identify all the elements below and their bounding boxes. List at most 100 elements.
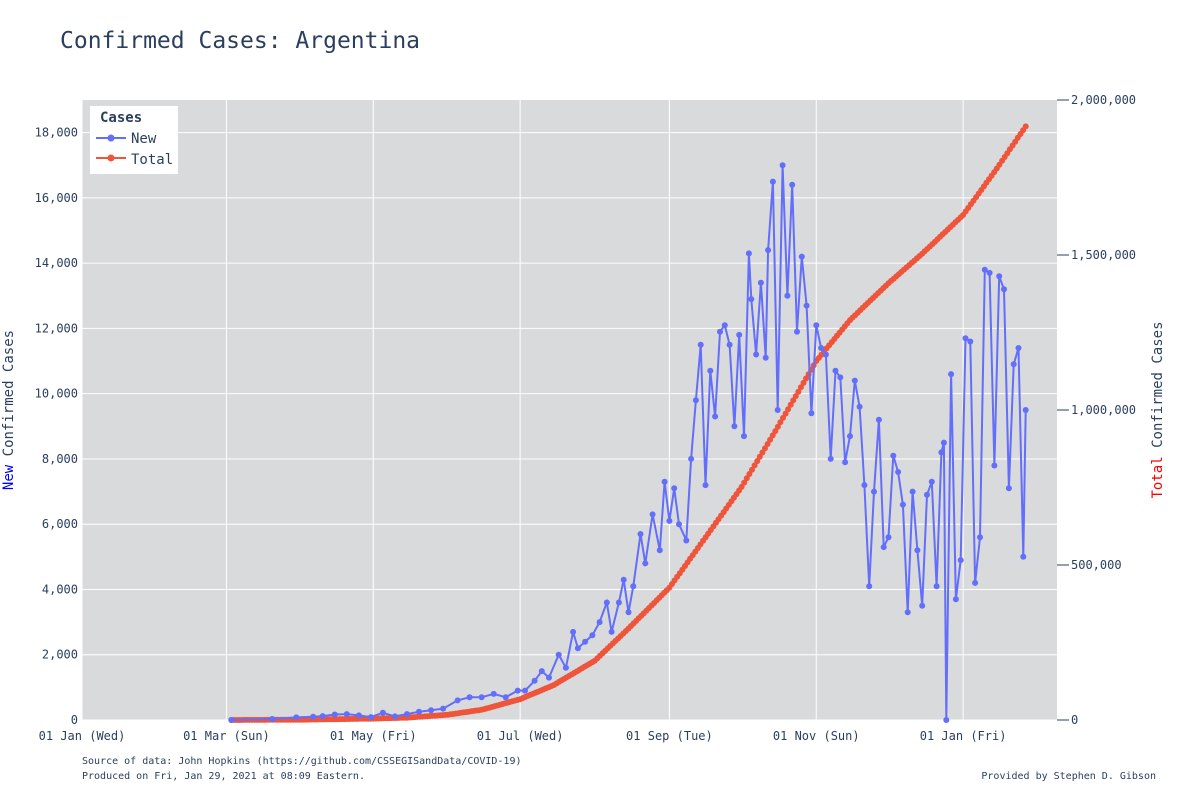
new-point [1020, 553, 1027, 560]
new-point [683, 537, 690, 544]
left-y-axis-title: New Confirmed Cases [1, 330, 17, 490]
new-point [794, 328, 800, 335]
legend-item-total[interactable]: Total [96, 152, 173, 168]
total-point [780, 414, 786, 421]
new-point [355, 712, 362, 719]
total-point [803, 375, 809, 382]
new-point [972, 579, 979, 586]
new-point [847, 433, 853, 440]
total-point [743, 475, 750, 482]
new-point [842, 459, 849, 466]
total-point [754, 458, 761, 465]
footer-produced: Produced on Fri, Jan 29, 2021 at 08:09 E… [82, 771, 365, 782]
total-point [785, 406, 792, 413]
new-point [707, 367, 714, 374]
new-point [546, 674, 552, 681]
new-point [666, 517, 673, 524]
new-point [466, 694, 473, 701]
new-point [404, 711, 410, 718]
new-point [574, 645, 581, 652]
left-y-tick-label: 8,000 [42, 452, 78, 466]
new-point [943, 717, 950, 723]
legend-marker-total [107, 154, 115, 162]
footer-source: Source of data: John Hopkins (https://gi… [82, 756, 522, 767]
new-point [940, 439, 947, 446]
new-point [866, 583, 873, 590]
new-point [890, 452, 897, 459]
new-point [608, 628, 615, 635]
new-point [269, 716, 276, 722]
new-point [933, 583, 940, 590]
new-point [851, 377, 858, 384]
total-point [749, 466, 755, 473]
right-y-tick-label: 500,000 [1071, 558, 1122, 572]
left-y-tick-label: 0 [71, 713, 78, 727]
total-point [792, 393, 799, 400]
right-y-axis-title-prefix: Total [1150, 456, 1166, 498]
new-point [620, 576, 627, 583]
total-point [767, 436, 774, 443]
new-point [697, 341, 704, 348]
new-point [779, 162, 786, 169]
legend-title: Cases [100, 110, 142, 126]
new-point [531, 677, 538, 684]
total-point [738, 483, 745, 490]
total-point [782, 410, 789, 417]
new-point [1022, 407, 1029, 413]
new-point [822, 351, 829, 358]
x-tick-label: 01 Jan (Fri) [920, 729, 1007, 743]
new-point [986, 269, 993, 276]
right-y-tick-label: 0 [1071, 713, 1078, 727]
total-point [741, 479, 748, 486]
total-point [772, 428, 779, 435]
legend-box [90, 106, 178, 174]
new-point [818, 345, 825, 351]
new-point [428, 707, 435, 714]
new-point [757, 279, 764, 286]
new-point [938, 449, 945, 456]
new-point [310, 713, 317, 720]
left-y-tick-label: 16,000 [35, 191, 78, 205]
series-total [228, 123, 1029, 723]
new-point [454, 697, 461, 704]
left-y-tick-labels: 0 2,000 4,000 6,000 8,000 10,000 12,000 14,000 1… [35, 126, 78, 727]
new-point [582, 638, 589, 645]
new-point [832, 367, 839, 374]
new-point [656, 547, 663, 554]
total-point [790, 397, 797, 404]
new-point [630, 583, 637, 590]
new-point [909, 488, 916, 495]
total-point [795, 388, 802, 395]
new-point [899, 501, 906, 508]
new-point [871, 488, 877, 495]
total-point [777, 419, 784, 426]
right-y-tick-label: 2,000,000 [1071, 93, 1136, 107]
left-y-tick-label: 6,000 [42, 517, 78, 531]
new-point [753, 351, 760, 358]
right-y-tick-labels: 0 500,000 1,000,000 1,500,000 2,000,000 [1057, 93, 1136, 727]
total-point [756, 453, 763, 460]
new-point [765, 247, 772, 254]
new-point [880, 544, 887, 551]
left-y-tick-label: 4,000 [42, 582, 78, 596]
new-point [813, 322, 820, 329]
x-tick-label: 01 May (Fri) [330, 729, 417, 743]
new-point [615, 599, 622, 606]
new-point [712, 413, 719, 420]
new-point [589, 632, 596, 639]
x-tick-label: 01 Mar (Sun) [183, 729, 270, 743]
x-tick-label: 01 Jan (Wed) [39, 729, 126, 743]
new-point [642, 560, 649, 567]
left-y-tick-label: 18,000 [35, 126, 78, 140]
plot-area [82, 100, 1057, 720]
new-point [957, 557, 964, 564]
new-point [228, 717, 235, 723]
new-point [774, 407, 781, 413]
legend-item-new[interactable]: New [96, 131, 157, 147]
right-y-tick-label: 1,500,000 [1071, 248, 1136, 262]
new-point [741, 433, 747, 440]
new-point [948, 371, 955, 378]
legend-label-total: Total [131, 152, 173, 168]
new-point [895, 469, 902, 475]
